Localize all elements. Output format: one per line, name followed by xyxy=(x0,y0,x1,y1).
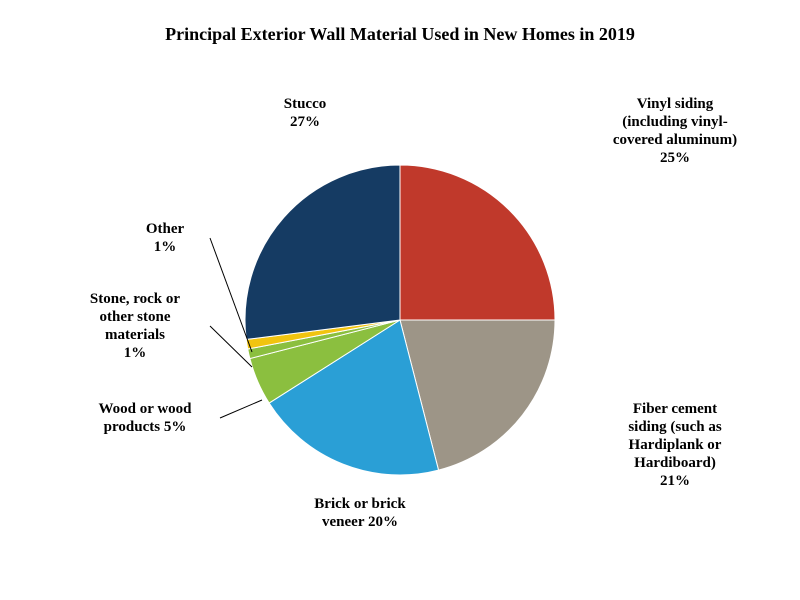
slice-label: Stone, rock orother stonematerials1% xyxy=(60,290,210,362)
chart-title: Principal Exterior Wall Material Used in… xyxy=(0,24,800,45)
slice-label: Wood or woodproducts 5% xyxy=(70,400,220,436)
pie-slice xyxy=(245,165,400,339)
slice-label: Vinyl siding(including vinyl-covered alu… xyxy=(590,95,760,167)
slice-label: Other1% xyxy=(120,220,210,256)
slice-label: Stucco27% xyxy=(245,95,365,131)
slice-label: Fiber cementsiding (such asHardiplank or… xyxy=(590,400,760,490)
pie-slice xyxy=(400,165,555,320)
slice-label: Brick or brickveneer 20% xyxy=(285,495,435,531)
pie-chart xyxy=(245,165,555,475)
